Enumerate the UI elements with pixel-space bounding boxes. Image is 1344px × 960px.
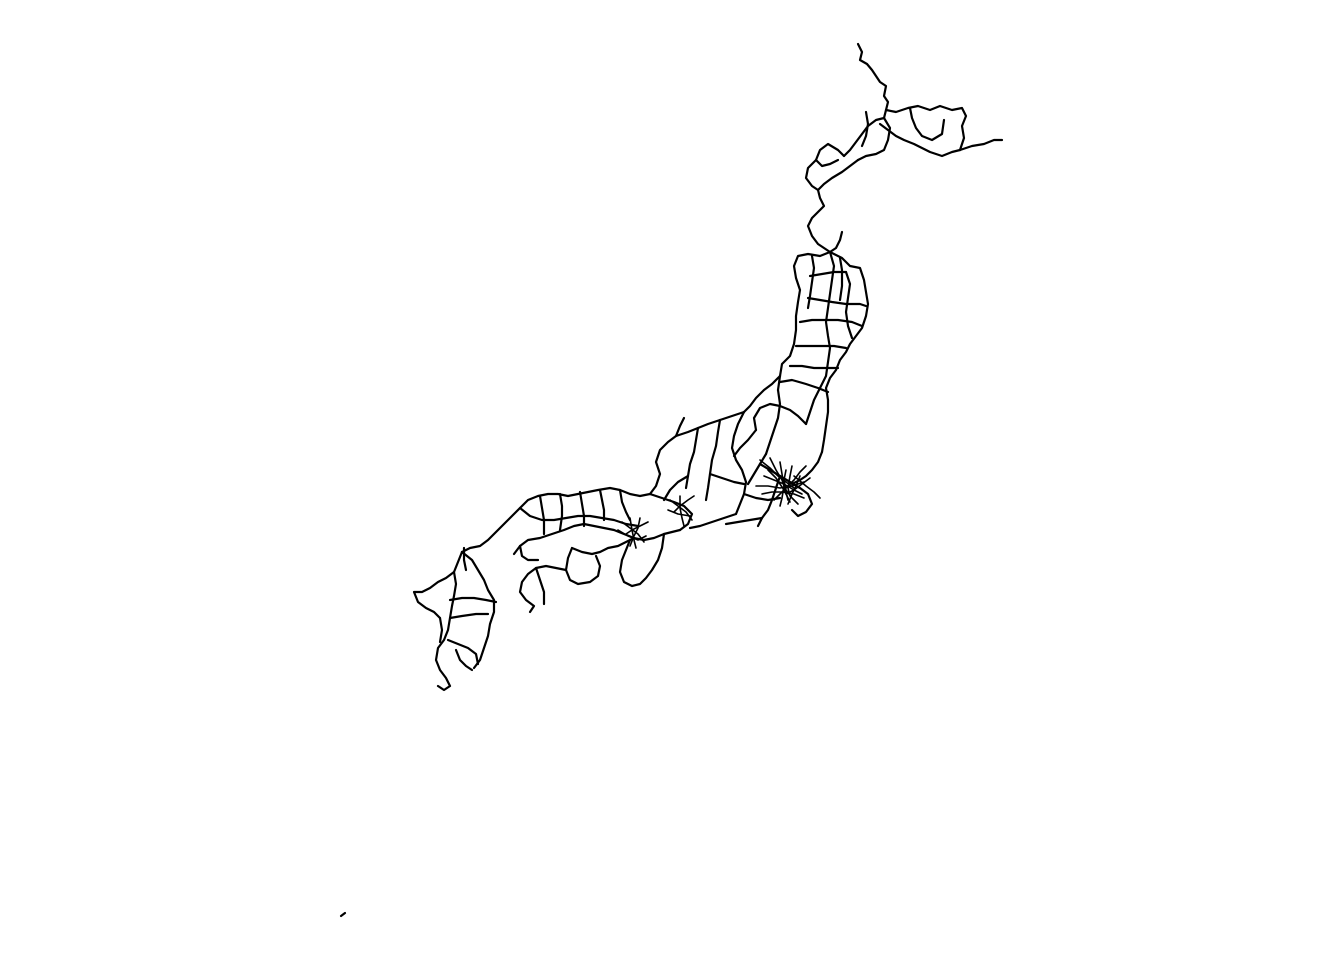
rail-line — [598, 488, 606, 522]
rail-line — [648, 492, 694, 532]
rail-line — [756, 474, 782, 528]
hokkaido-lines — [804, 42, 1004, 254]
rail-line — [794, 344, 848, 350]
rail-line — [618, 488, 632, 522]
rail-line — [629, 517, 637, 549]
rail-line — [779, 461, 785, 507]
rail-line — [806, 296, 868, 308]
rail-line — [518, 506, 640, 528]
rail-line — [704, 418, 722, 502]
rail-line — [838, 256, 844, 302]
okinawa-line — [339, 911, 347, 918]
rail-line — [538, 494, 546, 536]
rail-line — [534, 566, 546, 606]
rail-line — [785, 477, 811, 495]
rail-line — [446, 638, 480, 666]
rail-line — [806, 254, 816, 310]
rail-line — [804, 158, 860, 192]
rail-line — [708, 472, 746, 486]
rail-line — [448, 596, 498, 604]
rail-line — [856, 42, 890, 120]
rail-line — [518, 564, 568, 614]
rail-line — [724, 516, 764, 526]
rail-line — [908, 106, 946, 142]
rail-line — [674, 416, 686, 438]
rail-line — [558, 492, 564, 532]
rail-line — [434, 570, 458, 692]
rail-line — [448, 612, 490, 620]
rail-line — [618, 532, 666, 588]
rail-line — [788, 364, 840, 370]
rail-line — [438, 616, 444, 644]
rail-line — [625, 521, 649, 535]
rail-line — [454, 648, 474, 672]
rail-line — [764, 388, 782, 456]
rail-line — [844, 270, 854, 340]
tohoku-lines — [742, 250, 870, 456]
rail-line — [804, 250, 836, 426]
rail-line — [746, 452, 768, 486]
rail-network — [339, 42, 1004, 918]
rail-line — [578, 490, 586, 528]
rail-line — [790, 450, 824, 486]
rail-line — [856, 116, 892, 162]
tokyo-cluster — [755, 457, 821, 507]
rail-line — [776, 250, 832, 392]
rail-line — [773, 465, 807, 501]
rail-line — [958, 138, 1004, 152]
rail-line — [564, 546, 602, 586]
rail-line — [814, 142, 846, 168]
rail-line — [793, 475, 821, 499]
rail-line — [673, 495, 695, 513]
rail-line — [878, 122, 962, 158]
rail-line — [460, 550, 496, 670]
rail-line — [742, 374, 782, 414]
rail-line — [820, 250, 870, 454]
rail-line — [860, 110, 870, 148]
rail-line — [808, 270, 848, 278]
rail-line — [730, 410, 748, 516]
rail-line — [679, 495, 685, 527]
rail-line — [462, 546, 468, 572]
rail-line — [752, 402, 808, 432]
rail-line — [767, 469, 791, 503]
rail-line — [778, 378, 830, 394]
rail-line — [460, 486, 652, 554]
rail-line — [629, 517, 641, 547]
kansai-chugoku-lines — [460, 486, 682, 614]
rail-line — [684, 426, 700, 490]
rail-line — [688, 512, 738, 530]
rail-line — [806, 188, 844, 254]
rail-line — [570, 536, 636, 556]
osaka-cluster — [617, 517, 649, 549]
rail-line — [512, 522, 682, 556]
rail-line — [662, 474, 690, 502]
kyushu-lines — [412, 546, 498, 692]
rail-line — [783, 469, 799, 505]
rail-line — [667, 509, 691, 517]
nagoya-cluster — [667, 495, 695, 527]
rail-line — [798, 318, 864, 328]
rail-line — [884, 104, 968, 152]
rail-line — [842, 116, 886, 158]
rail-line — [732, 428, 758, 458]
rail-line — [412, 550, 464, 620]
kanto-chubu-lines — [648, 410, 824, 532]
rail-line — [518, 544, 540, 562]
